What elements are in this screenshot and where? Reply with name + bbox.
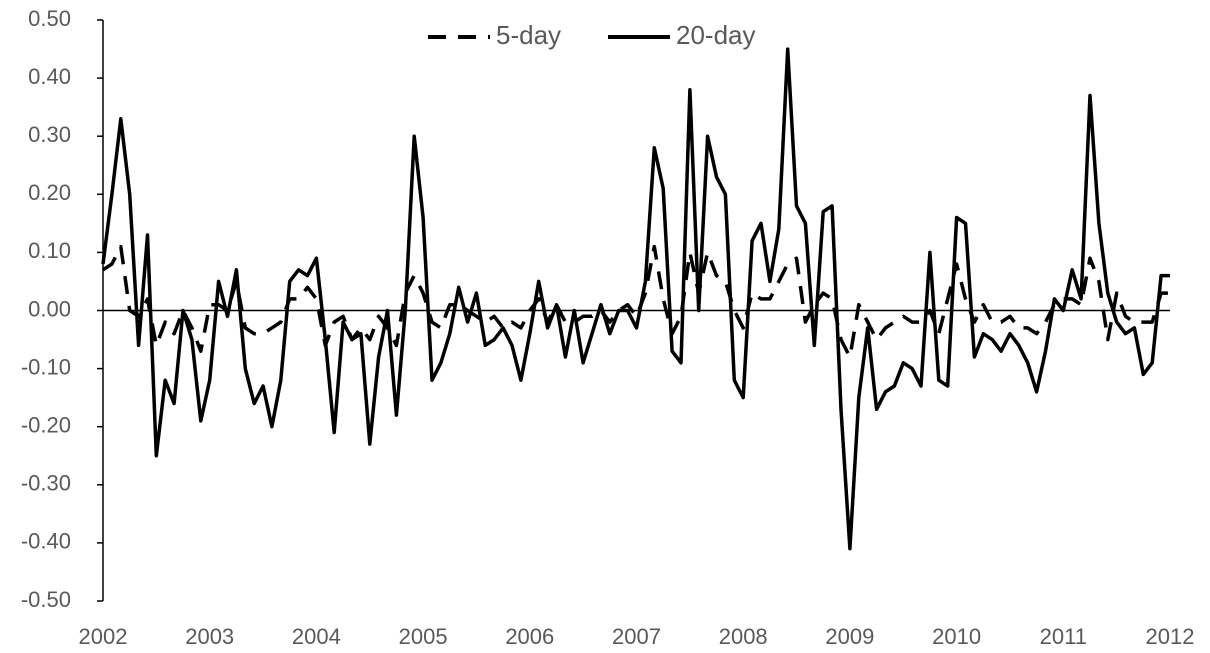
y-tick-label: 0.50 xyxy=(28,6,71,31)
y-tick-label: -0.30 xyxy=(21,471,71,496)
series-line xyxy=(101,47,1170,551)
y-tick-label: -0.10 xyxy=(21,354,71,379)
y-tick-label: 0.20 xyxy=(28,180,71,205)
x-tick-label: 2005 xyxy=(399,624,448,649)
x-tick-label: 2010 xyxy=(932,624,981,649)
x-tick-label: 2004 xyxy=(292,624,341,649)
y-tick-label: 0.30 xyxy=(28,122,71,147)
y-tick-label: -0.50 xyxy=(21,587,71,612)
series-line xyxy=(102,244,1170,359)
x-tick-label: 2003 xyxy=(185,624,234,649)
x-tick-label: 2009 xyxy=(825,624,874,649)
x-tick-label: 2006 xyxy=(505,624,554,649)
y-tick-label: 0.00 xyxy=(28,296,71,321)
y-tick-label: -0.20 xyxy=(21,413,71,438)
y-tick-label: 0.10 xyxy=(28,238,71,263)
y-tick-label: -0.40 xyxy=(21,529,71,554)
y-tick-label: 0.40 xyxy=(28,64,71,89)
x-tick-label: 2008 xyxy=(719,624,768,649)
x-tick-label: 2011 xyxy=(1040,624,1087,649)
legend-label: 20-day xyxy=(676,20,756,50)
x-tick-label: 2007 xyxy=(612,624,661,649)
legend-label: 5-day xyxy=(496,20,561,50)
x-tick-label: 2002 xyxy=(79,624,128,649)
x-tick-label: 2012 xyxy=(1146,624,1195,649)
